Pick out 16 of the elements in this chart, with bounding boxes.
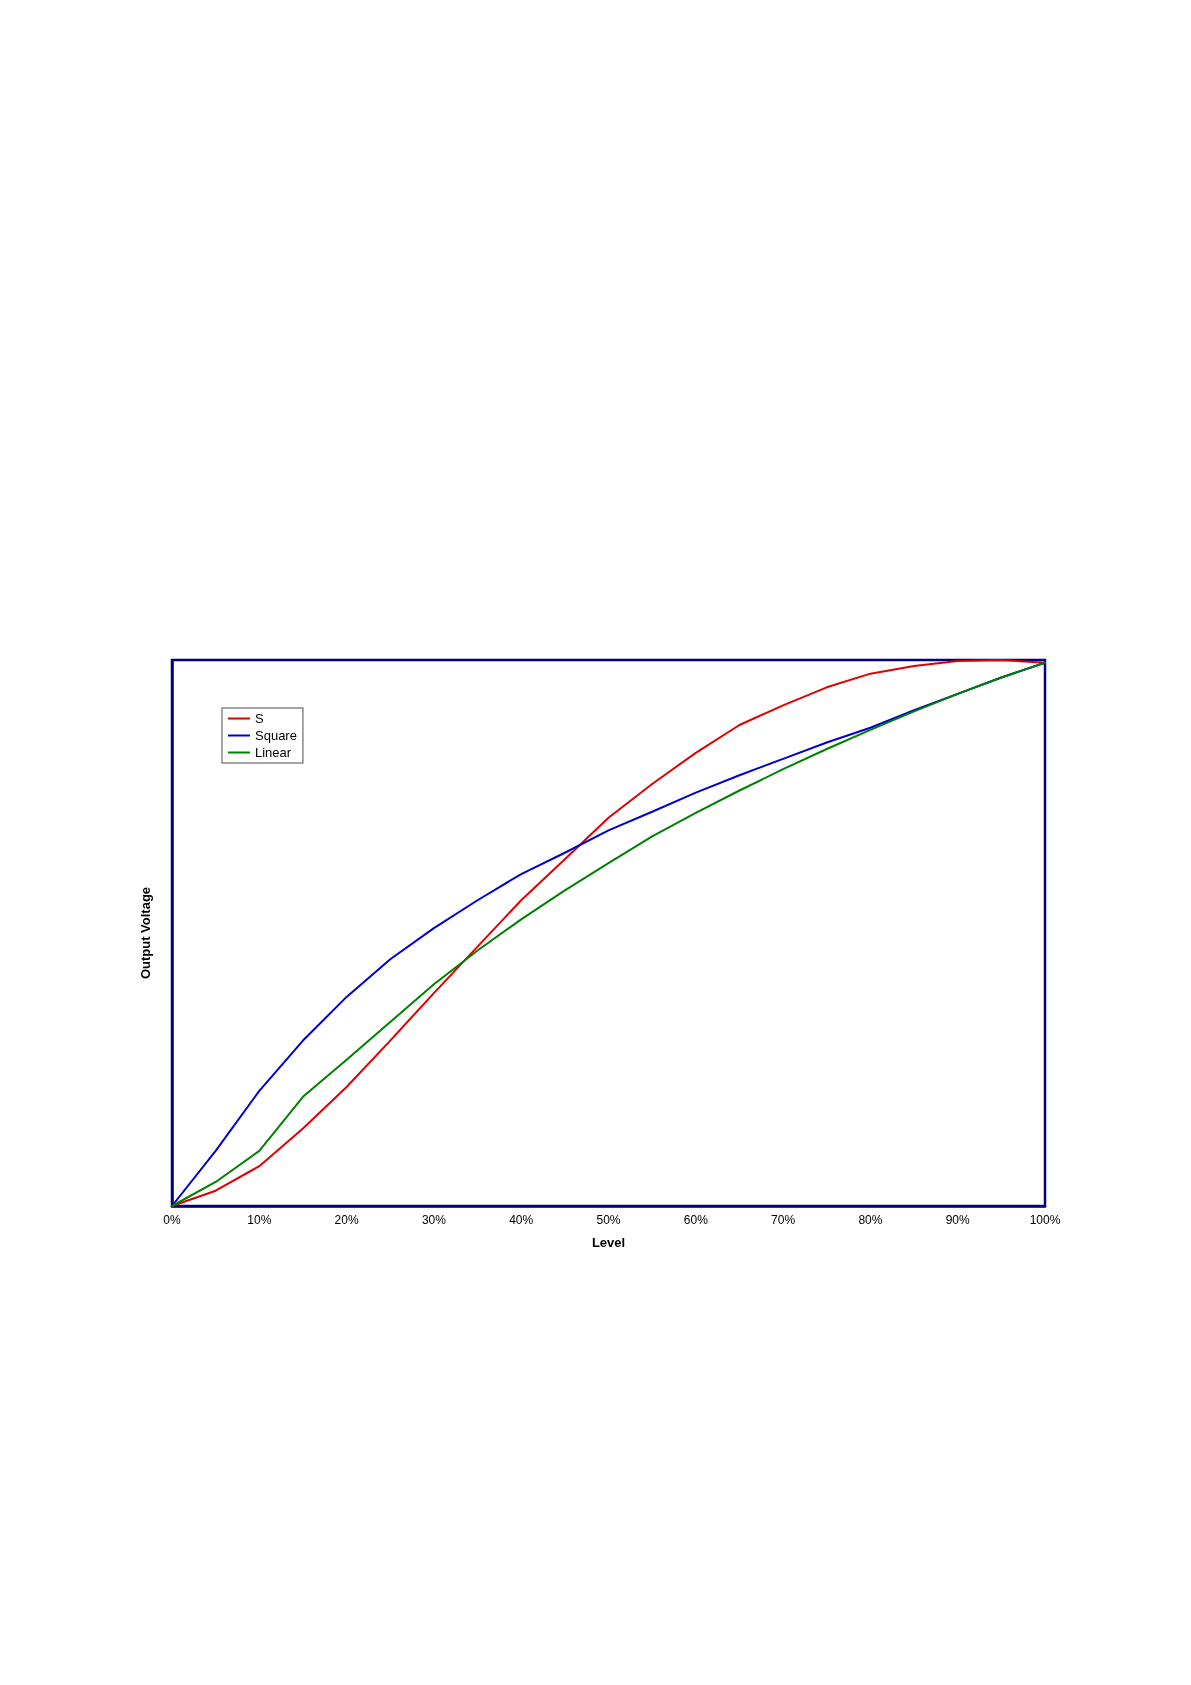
x-tick-label: 30% — [421, 1213, 447, 1227]
legend-label: Square — [255, 728, 297, 743]
x-tick-label: 20% — [334, 1213, 359, 1227]
x-tick-label: 100% — [1029, 1213, 1061, 1227]
x-axis-title: Level — [591, 1235, 626, 1250]
x-tick-label: 70% — [771, 1213, 796, 1227]
x-tick-label: 40% — [509, 1213, 534, 1227]
x-tick-label: 80% — [858, 1213, 883, 1227]
x-tick-label: 10% — [247, 1213, 272, 1227]
x-tick-label: 0% — [163, 1213, 181, 1227]
x-tick-label: 50% — [596, 1213, 621, 1227]
legend-label: S — [255, 711, 264, 726]
x-tick-label: 90% — [945, 1213, 971, 1227]
x-tick-label: 60% — [683, 1213, 709, 1227]
y-axis-title: Output Voltage — [138, 886, 153, 980]
legend-label: Linear — [255, 745, 292, 760]
